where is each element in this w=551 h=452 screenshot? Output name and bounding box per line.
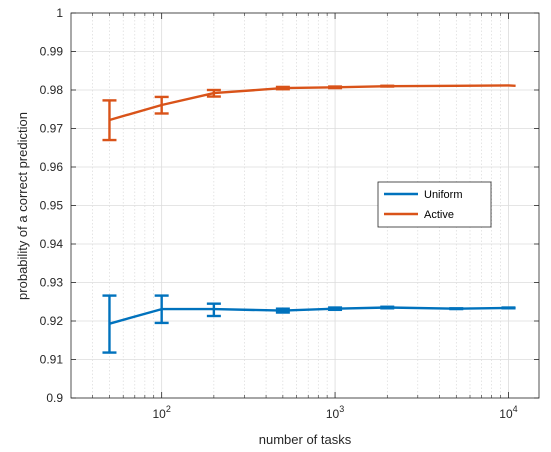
y-tick-label: 0.98 bbox=[40, 83, 64, 97]
y-tick-label: 0.95 bbox=[40, 199, 64, 213]
legend-label: Uniform bbox=[424, 189, 463, 201]
y-tick-label: 0.94 bbox=[40, 237, 64, 251]
y-axis-label: probability of a correct prediction bbox=[15, 112, 30, 300]
y-tick-label: 0.93 bbox=[40, 276, 64, 290]
x-tick-label: 104 bbox=[499, 404, 517, 421]
tick-marks bbox=[71, 12, 539, 399]
y-tick-label: 0.92 bbox=[40, 314, 64, 328]
x-tick-label: 103 bbox=[326, 404, 344, 421]
y-tick-label: 0.9 bbox=[46, 391, 63, 405]
series-uniform bbox=[102, 294, 516, 354]
y-tick-labels: 0.9 0.91 0.92 0.93 0.94 0.95 0.96 0.97 0.98 0.99 1 bbox=[40, 6, 64, 405]
x-tick-label: 102 bbox=[152, 404, 170, 421]
y-tick-label: 0.99 bbox=[40, 45, 64, 59]
y-tick-label: 0.91 bbox=[40, 353, 64, 367]
legend-box bbox=[377, 181, 492, 228]
legend: Uniform Active bbox=[377, 181, 492, 228]
y-tick-label: 1 bbox=[56, 6, 63, 20]
y-tick-label: 0.97 bbox=[40, 122, 64, 136]
series-active bbox=[102, 84, 516, 142]
legend-label: Active bbox=[424, 209, 454, 221]
y-tick-label: 0.96 bbox=[40, 160, 64, 174]
x-tick-labels: 102 103 104 bbox=[152, 404, 517, 421]
x-axis-label: number of tasks bbox=[259, 432, 352, 447]
series-layer bbox=[102, 84, 516, 354]
